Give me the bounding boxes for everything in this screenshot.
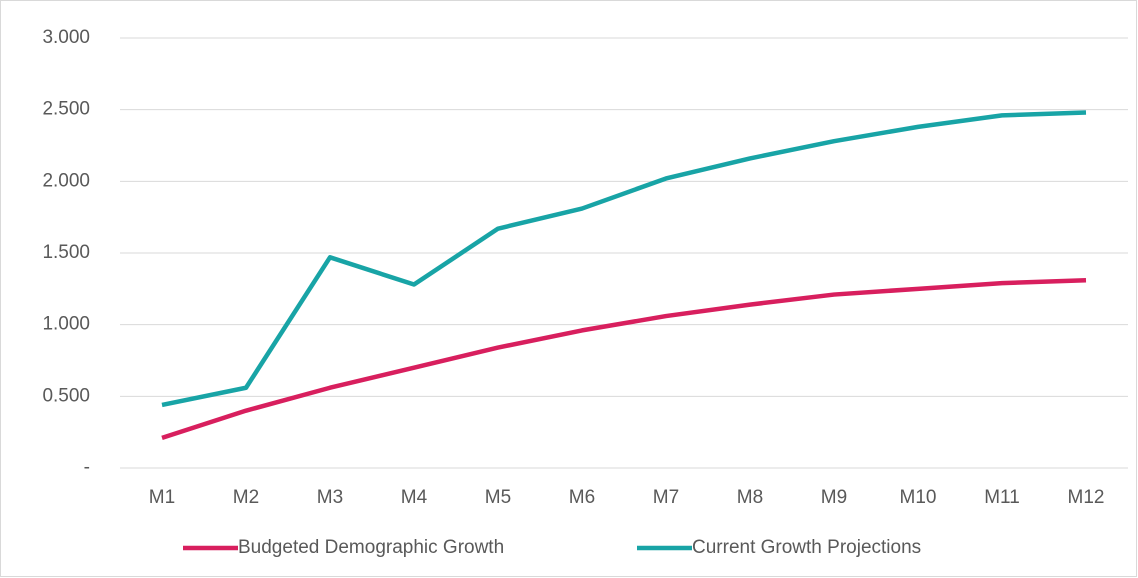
y-tick-label: - <box>84 457 90 478</box>
x-tick-label: M10 <box>900 487 937 508</box>
series-line <box>161 277 1087 441</box>
y-tick-label: 0.500 <box>42 385 90 406</box>
x-tick-label: M4 <box>401 487 428 508</box>
y-tick-label: 2.500 <box>42 99 90 120</box>
x-tick-label: M6 <box>569 487 595 508</box>
x-tick-label: M1 <box>149 487 175 508</box>
series-line <box>161 110 1087 408</box>
x-tick-label: M8 <box>737 487 763 508</box>
y-tick-label: 1.000 <box>42 314 90 335</box>
y-tick-label: 1.500 <box>42 242 90 263</box>
x-tick-label: M3 <box>317 487 343 508</box>
y-tick-label: 2.000 <box>42 170 90 191</box>
x-tick-label: M12 <box>1068 487 1105 508</box>
x-tick-label: M9 <box>821 487 847 508</box>
x-tick-label: M7 <box>653 487 679 508</box>
y-tick-label: 3.000 <box>42 27 90 48</box>
x-tick-label: M5 <box>485 487 511 508</box>
legend-label: Current Growth Projections <box>692 537 921 558</box>
legend-label: Budgeted Demographic Growth <box>238 537 504 558</box>
x-tick-label: M2 <box>233 487 259 508</box>
x-tick-label: M11 <box>984 487 1020 508</box>
